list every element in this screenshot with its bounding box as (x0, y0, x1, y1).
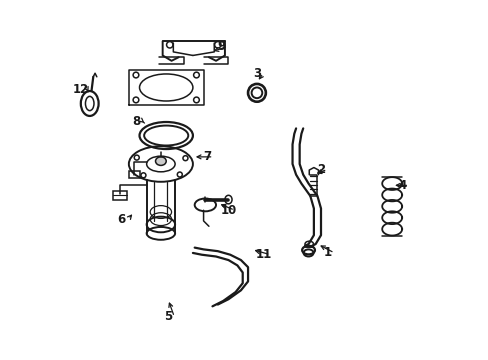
Text: 12: 12 (73, 83, 89, 96)
Text: 11: 11 (255, 248, 272, 261)
Text: 4: 4 (398, 179, 406, 192)
Text: 3: 3 (252, 67, 261, 80)
Text: 8: 8 (132, 115, 140, 128)
Text: 6: 6 (118, 213, 125, 226)
Text: 5: 5 (163, 310, 172, 324)
Text: 2: 2 (316, 163, 325, 176)
Text: 7: 7 (203, 150, 211, 163)
Text: 10: 10 (220, 204, 236, 217)
Text: 9: 9 (217, 40, 225, 53)
Text: 1: 1 (324, 247, 331, 260)
Ellipse shape (155, 157, 166, 165)
